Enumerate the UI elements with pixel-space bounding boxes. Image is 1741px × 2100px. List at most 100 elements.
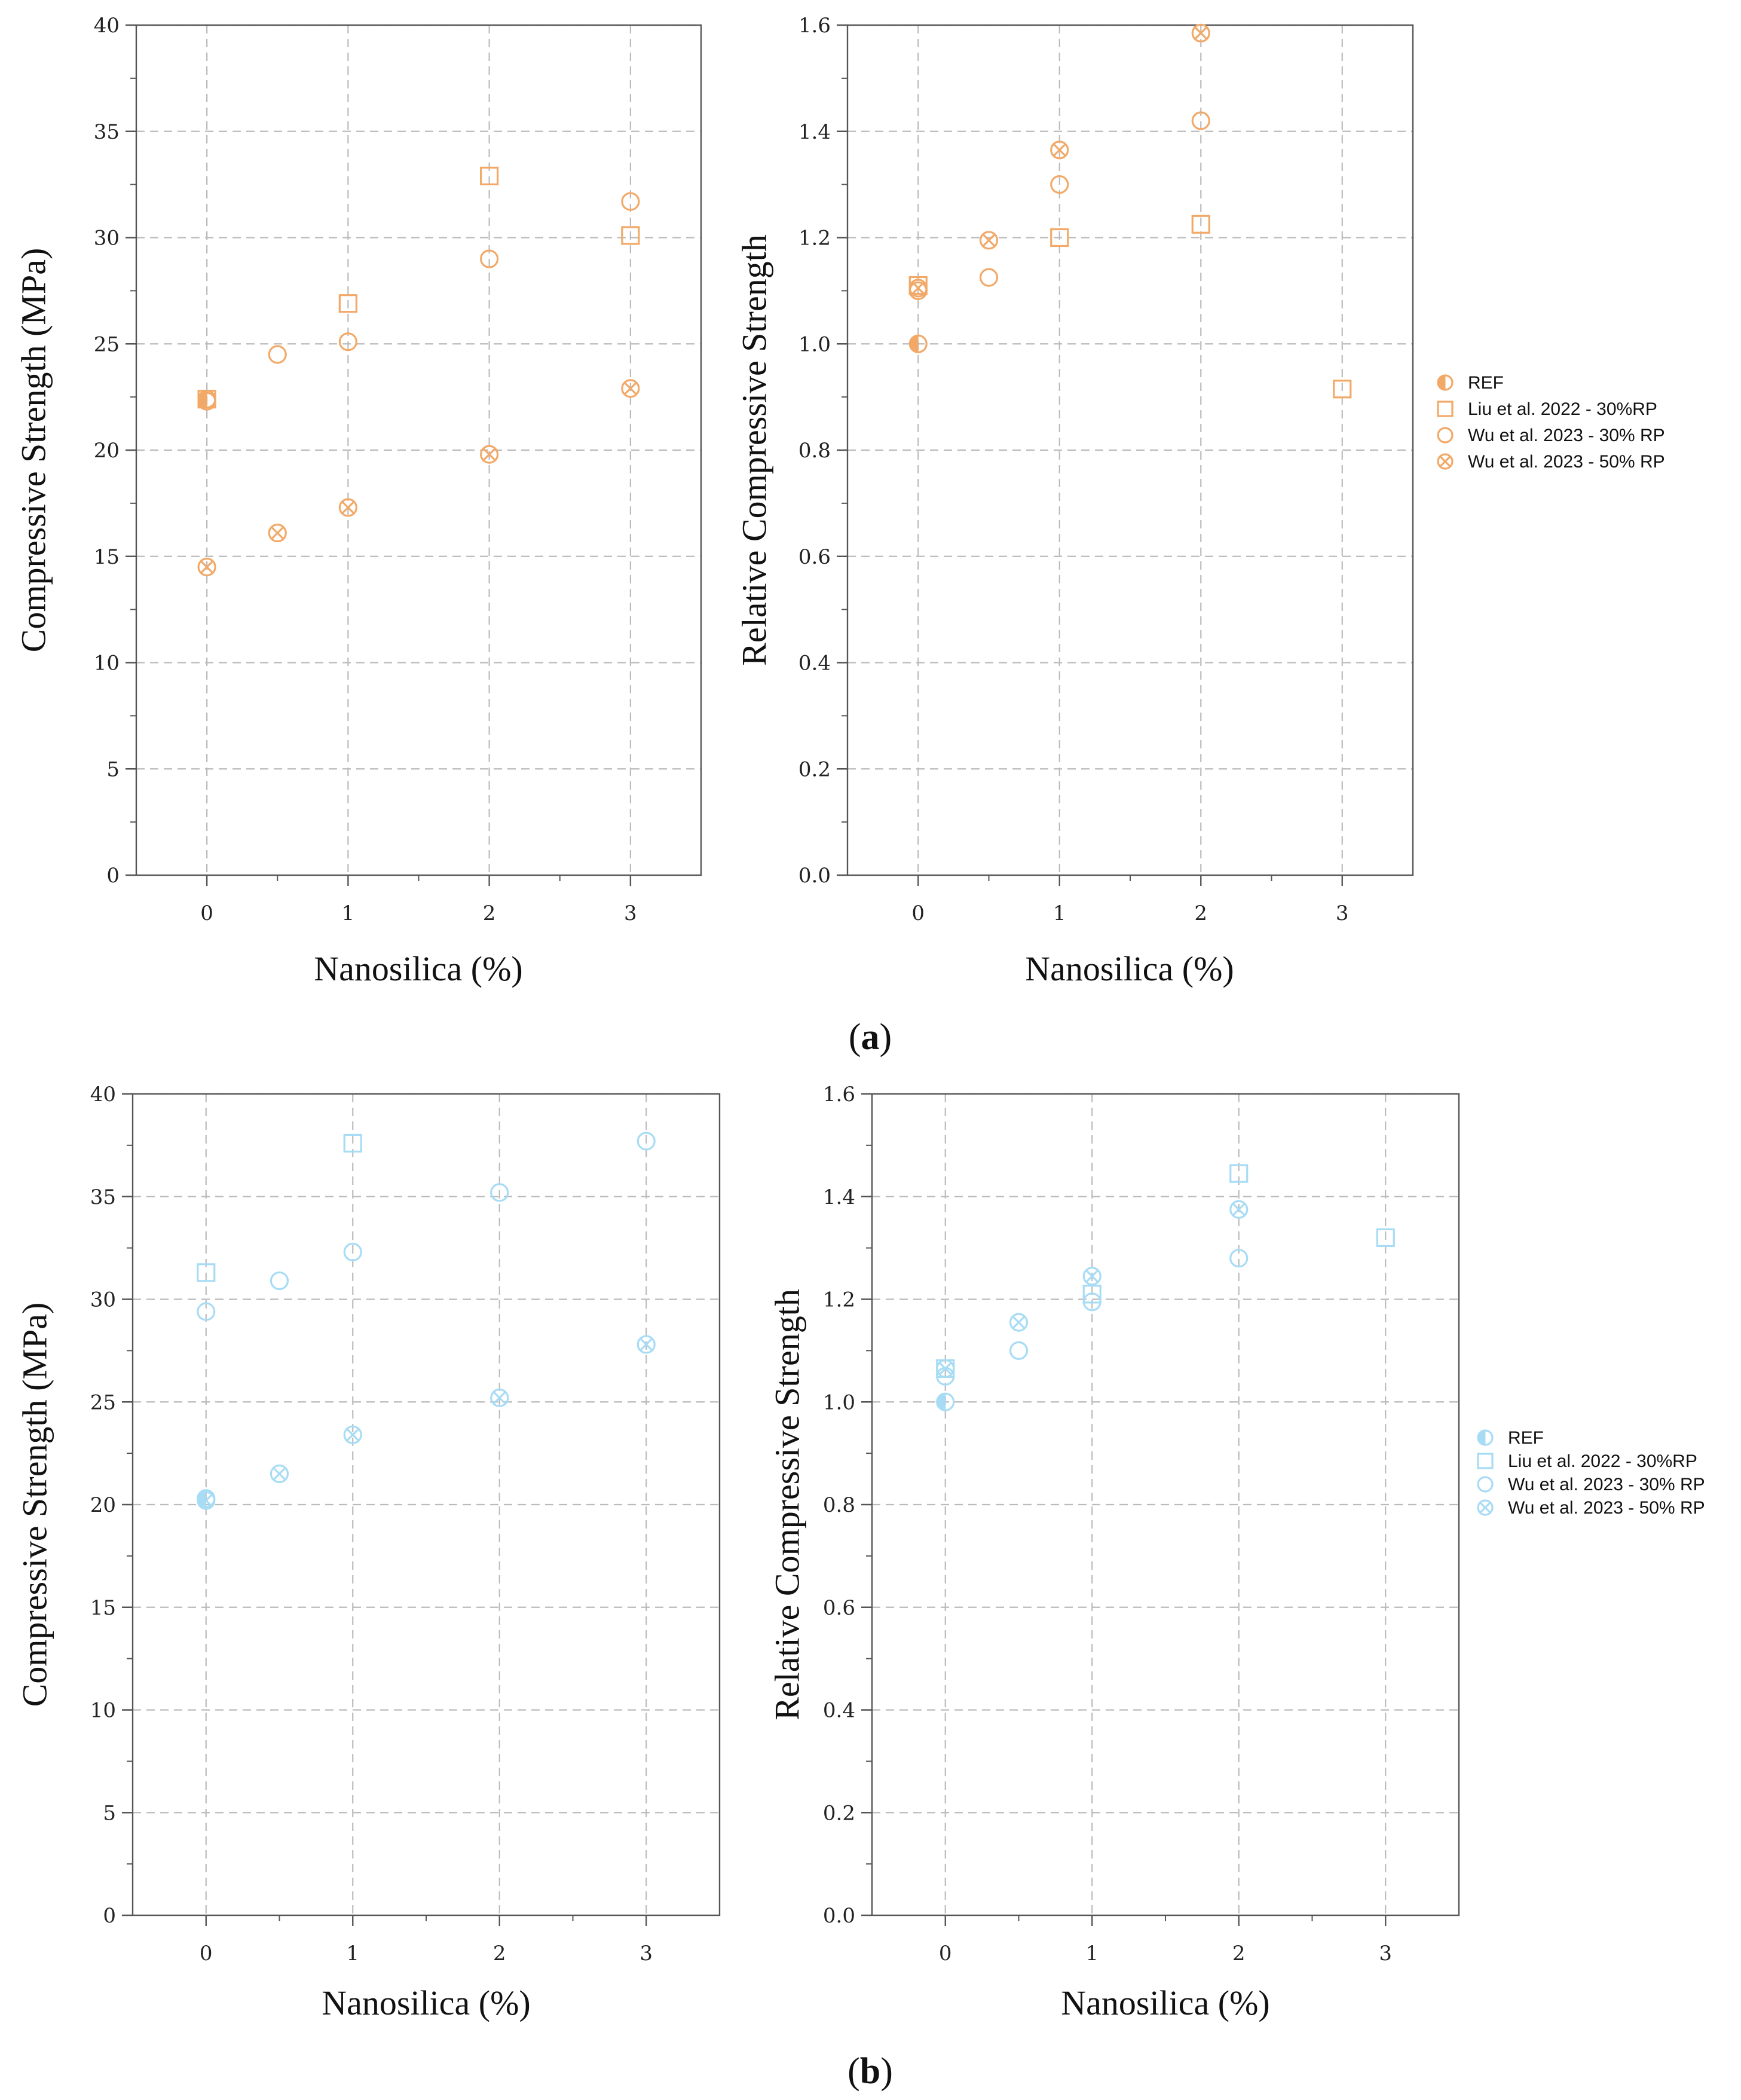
y-tick-label: 0.2	[823, 1801, 855, 1825]
x-axis-label: Nanosilica (%)	[1061, 1983, 1269, 2022]
point-xcircle	[490, 1388, 509, 1407]
point-circle	[343, 1242, 362, 1262]
point-circle	[1050, 175, 1069, 194]
point-xcircle-cross-b	[200, 560, 214, 574]
x-tick-label: 0	[200, 901, 213, 925]
legend-marker-square	[1437, 401, 1454, 417]
x-tick-label: 1	[342, 901, 355, 925]
x-axis-label: Nanosilica (%)	[314, 949, 522, 988]
y-tick-label: 0	[103, 1904, 116, 1928]
legend-marker-xcircle-cross-b	[1439, 456, 1451, 467]
y-tick-label: 25	[94, 332, 120, 356]
x-tick-label: 3	[1336, 901, 1349, 925]
point-square	[1229, 1164, 1249, 1183]
y-tick-label: 1.4	[823, 1185, 855, 1209]
legend-marker-xcircle-cross-b	[1479, 1502, 1491, 1514]
point-xcircle-shape	[268, 524, 287, 543]
legend-marker-half	[1437, 374, 1454, 391]
point-circle-shape	[1050, 175, 1069, 194]
point-xcircle-shape	[197, 1491, 216, 1510]
point-xcircle	[621, 379, 640, 398]
legend-marker-xcircle	[1477, 1499, 1494, 1516]
point-xcircle-shape	[1050, 140, 1069, 160]
point-xcircle-cross-b	[1052, 143, 1066, 157]
point-square-shape	[480, 166, 499, 186]
x-tick-label: 3	[640, 1942, 653, 1965]
y-tick-label: 35	[94, 120, 120, 144]
point-xcircle-shape	[936, 1359, 955, 1378]
point-square-shape	[1229, 1164, 1249, 1183]
point-xcircle	[637, 1335, 656, 1354]
legend-marker-square-shape	[1437, 401, 1454, 417]
chart-b-left: 0 5 10 15 20 25 30 35 40 0 1 2 3 Nanosilica (%) Compre…	[15, 1083, 721, 2022]
y-tick-label: 1.6	[798, 14, 831, 38]
x-tick-label: 3	[1379, 1942, 1392, 1965]
y-tick-label: 0.0	[823, 1904, 855, 1928]
x-tick-label: 1	[346, 1942, 359, 1965]
y-tick-label: 15	[94, 545, 120, 569]
point-xcircle-shape	[1191, 23, 1210, 42]
point-xcircle-cross-b	[271, 526, 284, 540]
point-xcircle-cross-b	[273, 1467, 286, 1481]
chart-b-right: 0.0 0.2 0.4 0.6 0.8 1.0 1.2 1.4 1.6 0 1 2 3 Nanosilic…	[767, 1083, 1705, 2022]
y-tick-label: 0.0	[798, 864, 831, 888]
point-circle-shape	[270, 1271, 289, 1291]
point-circle	[1009, 1341, 1029, 1360]
y-tick-label: 25	[90, 1390, 116, 1414]
y-tick-label: 20	[94, 439, 120, 463]
point-xcircle	[936, 1359, 955, 1378]
y-tick-label: 35	[90, 1185, 116, 1209]
point-xcircle-cross-b	[346, 1428, 360, 1442]
point-square-shape	[1333, 380, 1352, 399]
point-square	[1191, 215, 1210, 234]
point-xcircle-cross-b	[341, 500, 355, 515]
y-tick-label: 5	[106, 757, 120, 781]
point-xcircle-cross-b	[482, 448, 496, 461]
legend-marker-circle	[1437, 427, 1454, 444]
point-xcircle	[979, 231, 999, 250]
y-tick-label: 1.2	[798, 227, 831, 250]
caption-b-open: (	[847, 2051, 860, 2092]
legend-marker-xcircle	[1437, 453, 1454, 470]
y-tick-label: 0.4	[798, 652, 831, 675]
y-tick-label: 1.0	[798, 332, 831, 356]
y-tick-label: 5	[103, 1801, 116, 1825]
y-tick-label: 1.0	[823, 1390, 855, 1414]
legend-marker-half	[1477, 1429, 1494, 1446]
x-tick-label: 2	[493, 1942, 506, 1965]
point-half-fill	[937, 1393, 946, 1411]
point-circle	[270, 1271, 289, 1291]
legend-marker-half-fill	[1477, 1430, 1486, 1445]
point-circle	[268, 345, 287, 364]
data-points	[908, 23, 1352, 399]
x-tick-label: 0	[911, 901, 925, 925]
point-xcircle	[1229, 1200, 1249, 1219]
caption-a: (a)	[849, 1017, 892, 1057]
point-xcircle-cross-b	[623, 381, 637, 395]
point-circle	[979, 268, 999, 287]
point-circle	[480, 249, 499, 268]
point-square-shape	[1082, 1285, 1101, 1304]
point-circle	[197, 1302, 216, 1321]
point-half	[936, 1392, 955, 1411]
legend-marker-circle-shape	[1477, 1476, 1494, 1493]
data-points	[197, 1132, 656, 1510]
legend-label: Wu et al. 2023 - 30% RP	[1508, 1475, 1705, 1494]
point-xcircle-shape	[908, 279, 928, 298]
point-circle-shape	[197, 392, 216, 411]
point-circle-shape	[1191, 111, 1210, 130]
chart-a-left: 0 5 10 15 20 25 30 35 40 0 1 2 3 Nanosilica (%) Compre…	[14, 14, 702, 988]
y-tick-label: 1.2	[823, 1288, 855, 1312]
point-circle-shape	[338, 332, 357, 351]
point-xcircle-shape	[1082, 1267, 1101, 1286]
point-xcircle-cross-b	[199, 1494, 213, 1508]
legend: REF Liu et al. 2022 - 30%RP Wu et al. 2023…	[1477, 1428, 1705, 1518]
point-xcircle-cross-b	[1012, 1316, 1026, 1329]
point-xcircle-cross-b	[640, 1338, 653, 1352]
x-tick-label: 2	[1232, 1942, 1246, 1965]
y-tick-label: 10	[90, 1699, 116, 1723]
point-circle-shape	[637, 1132, 656, 1151]
point-circle	[1229, 1249, 1249, 1268]
point-circle	[621, 192, 640, 211]
point-xcircle-cross-b	[492, 1391, 506, 1405]
